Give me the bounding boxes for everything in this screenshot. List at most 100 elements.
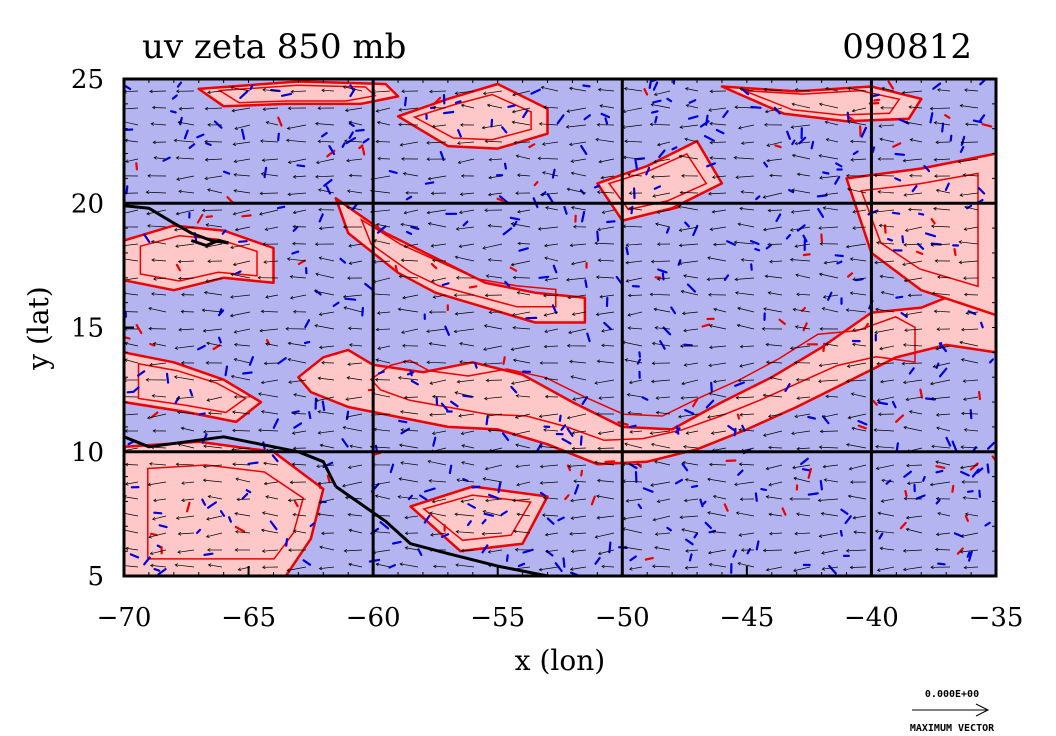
wind-vector-head <box>930 396 934 401</box>
wind-vector-head <box>262 565 266 570</box>
wind-vector <box>597 447 615 449</box>
wind-vector-head <box>960 140 964 145</box>
wind-vector-head <box>597 227 601 232</box>
wind-vector-head <box>737 561 741 566</box>
wind-vector-head <box>317 431 322 435</box>
contour-dash <box>915 494 926 500</box>
wind-vector-head <box>374 494 379 498</box>
contour-dash <box>276 205 286 210</box>
wind-vector <box>571 549 587 552</box>
wind-vector <box>261 173 279 177</box>
wind-vector-head <box>261 549 266 553</box>
contour-dash <box>840 508 849 515</box>
wind-vector <box>874 209 895 213</box>
wind-vector <box>320 444 335 449</box>
wind-vector-head <box>147 482 152 487</box>
wind-vector-head <box>539 464 544 469</box>
wind-vector-head <box>537 156 541 161</box>
wind-vector <box>796 293 811 296</box>
wind-vector-head <box>398 477 403 481</box>
wind-vector <box>629 430 643 433</box>
wind-vector-head <box>400 258 405 263</box>
wind-vector <box>852 277 867 280</box>
wind-vector-head <box>349 444 353 449</box>
wind-vector-head <box>685 549 689 553</box>
wind-vector <box>293 175 307 178</box>
wind-vector <box>349 445 363 449</box>
wind-vector <box>461 104 475 109</box>
wind-vector-head <box>482 91 487 96</box>
wind-vector <box>203 479 223 483</box>
wind-vector <box>650 481 671 486</box>
positive-inner-contour-9 <box>217 84 377 104</box>
wind-vector <box>766 464 783 470</box>
wind-vector-head <box>204 176 208 181</box>
wind-vector-head <box>794 414 798 419</box>
wind-vector-head <box>206 341 210 346</box>
wind-vector <box>545 532 559 536</box>
wind-vector-head <box>147 173 151 178</box>
wind-vector <box>174 376 195 381</box>
wind-vector-head <box>400 410 404 414</box>
contour-dash <box>579 435 583 446</box>
wind-vector-head <box>483 362 487 366</box>
wind-vector <box>427 460 447 466</box>
wind-vector-head <box>259 191 263 196</box>
wind-vector <box>626 277 643 282</box>
wind-vector-head <box>961 327 965 332</box>
wind-vector <box>544 257 559 262</box>
wind-vector-head <box>397 376 402 380</box>
wind-vector <box>930 481 951 486</box>
wind-vector-head <box>903 425 907 430</box>
wind-vector <box>903 566 923 571</box>
contour-dash <box>908 367 915 375</box>
wind-vector-head <box>873 428 877 432</box>
wind-vector <box>372 531 391 534</box>
wind-vector-head <box>404 546 409 550</box>
wind-vector <box>937 89 951 92</box>
wind-vector <box>124 496 139 500</box>
contour-dash <box>582 84 591 88</box>
wind-vector <box>543 106 559 109</box>
wind-vector-head <box>597 431 602 436</box>
wind-vector-head <box>650 442 655 447</box>
wind-vector <box>622 480 643 483</box>
wind-vector-head <box>344 495 349 500</box>
wind-vector-head <box>318 566 323 571</box>
contour-dash <box>188 143 196 149</box>
wind-vector-head <box>516 291 521 295</box>
contour-dash <box>600 112 611 119</box>
wind-vector-head <box>762 227 767 232</box>
wind-vector-head <box>735 511 740 515</box>
wind-vector <box>262 549 279 552</box>
wind-vector-head <box>459 360 463 364</box>
y-tick-label: 10 <box>71 438 104 468</box>
wind-vector-head <box>566 343 571 348</box>
wind-vector <box>544 328 559 333</box>
wind-vector <box>543 497 559 500</box>
wind-vector <box>232 430 251 432</box>
contour-dash <box>903 470 913 478</box>
wind-vector-head <box>651 175 655 179</box>
wind-vector-head <box>570 498 574 503</box>
wind-vector <box>961 328 979 331</box>
wind-vector <box>965 123 979 126</box>
wind-vector <box>652 565 671 568</box>
contour-dash <box>593 184 601 189</box>
contour-dash <box>441 282 450 287</box>
wind-vector <box>628 327 643 330</box>
contour-dash <box>292 225 299 232</box>
wind-vector-head <box>203 290 208 295</box>
wind-vector-head <box>513 529 517 534</box>
wind-vector-head <box>959 340 963 345</box>
wind-vector <box>937 512 951 517</box>
contour-dash <box>668 206 680 211</box>
wind-vector <box>342 481 363 487</box>
wind-vector <box>154 157 167 160</box>
wind-vector <box>850 292 867 296</box>
wind-vector-head <box>713 307 717 312</box>
wind-vector <box>766 141 783 147</box>
contour-dash <box>126 390 135 394</box>
wind-vector-head <box>204 157 209 162</box>
wind-vector <box>739 413 755 416</box>
